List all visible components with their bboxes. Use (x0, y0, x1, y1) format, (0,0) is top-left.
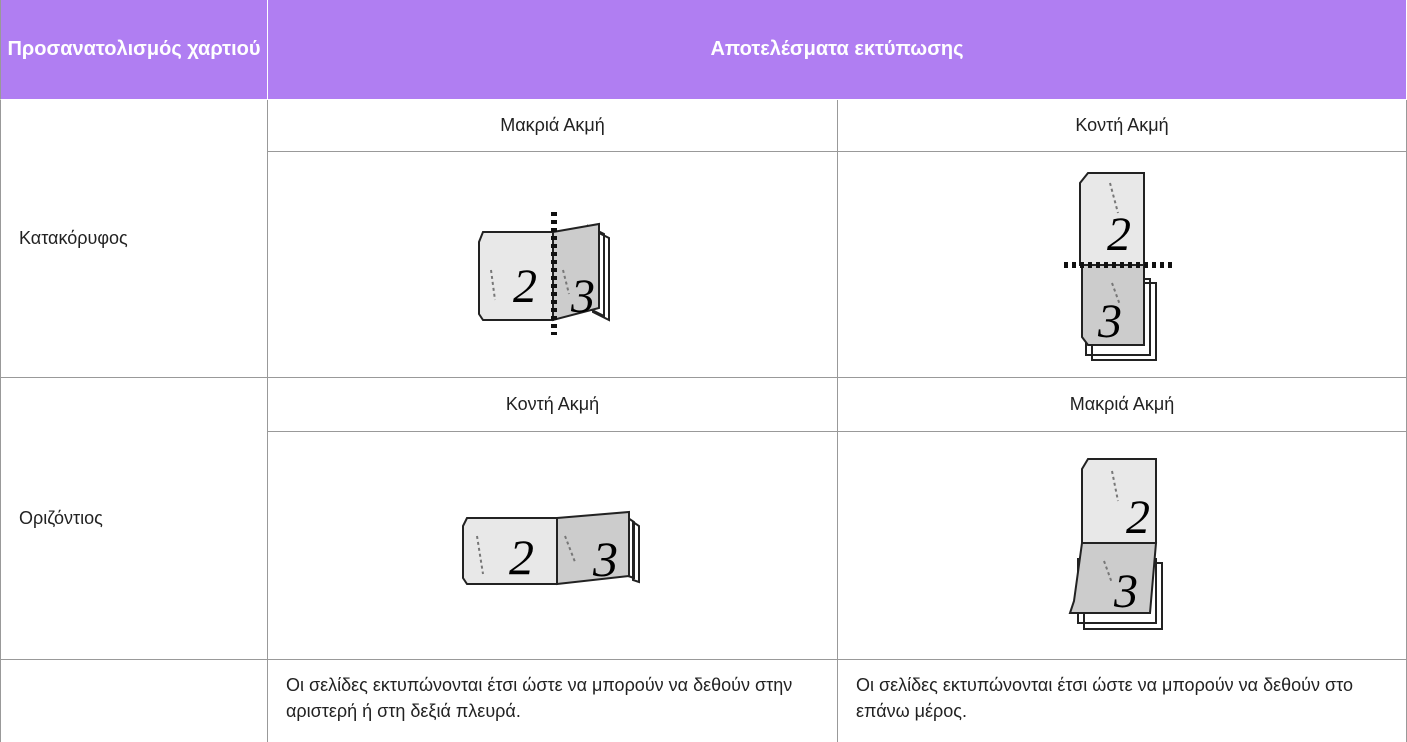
page-number: 3 (592, 531, 618, 587)
illustration-cell: 2 3 (838, 432, 1407, 660)
orientation: Οριζόντιος (0, 378, 268, 660)
orientation: Κατακόρυφος (0, 100, 268, 378)
landscape-long-edge-icon: 2 3 (1068, 457, 1163, 630)
binding-label: Κοντή Ακμή (268, 378, 838, 432)
book-long-edge-icon: 2 3 (477, 211, 610, 335)
illustration-cell: 2 3 (268, 432, 838, 660)
page-number: 3 (1113, 565, 1138, 618)
binding-label: Κοντή Ακμή (838, 100, 1407, 152)
illustration-cell: 2 3 (268, 152, 838, 378)
book-short-edge-icon: 2 3 (1064, 171, 1172, 361)
page-number: 3 (1097, 295, 1122, 348)
note: Οι σελίδες εκτυπώνονται έτσι ώστε να μπο… (268, 660, 838, 742)
binding-label: Μακριά Ακμή (838, 378, 1407, 432)
page-number: 2 (1107, 208, 1131, 261)
landscape-short-edge-icon: 2 3 (461, 510, 640, 587)
header-orientation: Προσανατολισμός χαρτιού (0, 0, 268, 100)
empty-cell (0, 660, 268, 742)
page-number: 2 (513, 260, 537, 313)
page-number: 2 (509, 529, 534, 585)
header-results: Αποτελέσματα εκτύπωσης (268, 0, 1407, 100)
page-number: 3 (570, 270, 595, 323)
page-number: 2 (1126, 491, 1150, 544)
illustration-cell: 2 3 (838, 152, 1407, 378)
binding-label: Μακριά Ακμή (268, 100, 838, 152)
note: Οι σελίδες εκτυπώνονται έτσι ώστε να μπο… (838, 660, 1407, 742)
